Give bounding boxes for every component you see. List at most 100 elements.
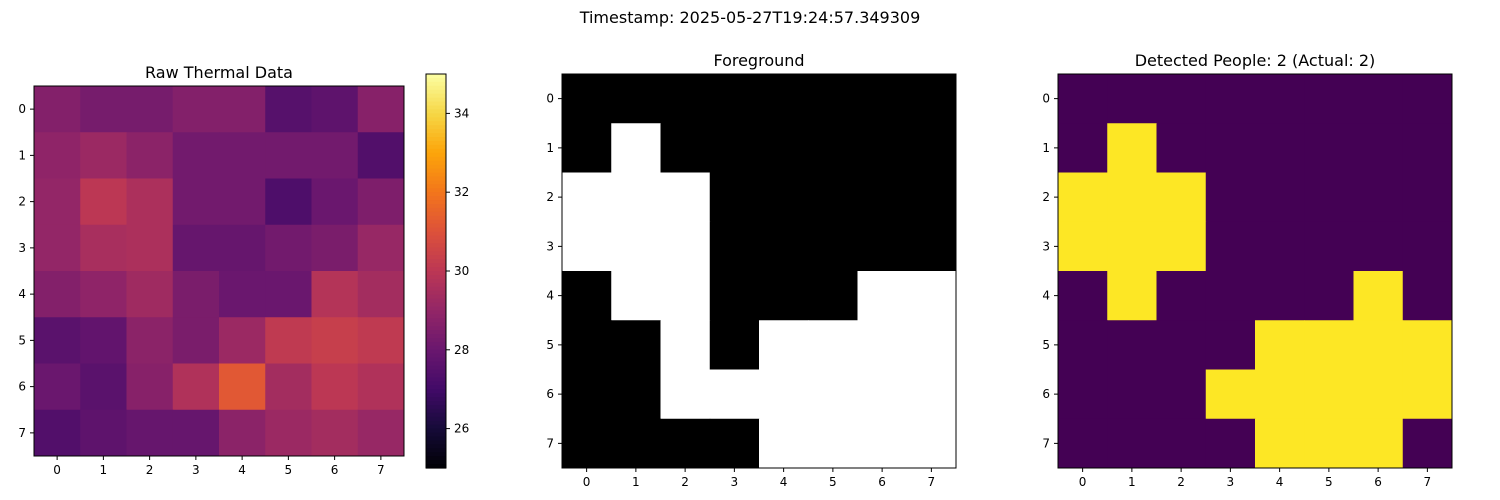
heatmap-cell-p2-r1-c4 — [1255, 123, 1305, 173]
colorbar-segment-29 — [426, 188, 446, 193]
heatmap-cell-p1-r7-c3 — [709, 418, 760, 469]
colorbar-segment-40 — [426, 231, 446, 237]
heatmap-cell-p2-r2-c3 — [1205, 172, 1256, 223]
heatmap-cell-p2-r6-c7 — [1402, 369, 1453, 420]
colorbar-segment-42 — [426, 239, 446, 245]
colorbar-segment-61 — [426, 314, 446, 319]
heatmap-cell-p0-r2-c0 — [34, 178, 81, 226]
axes-frame-1 — [561, 73, 957, 469]
colorbar-tick-label-4: 34 — [454, 106, 469, 120]
heatmap-cell-p1-r5-c1 — [611, 320, 661, 370]
heatmap-cell-p1-r2-c6 — [857, 172, 908, 223]
colorbar-segment-43 — [426, 243, 446, 248]
heatmap-cell-p0-r7-c1 — [80, 409, 127, 457]
heatmap-cell-p1-r7-c1 — [611, 418, 661, 469]
heatmap-cell-p2-r5-c7 — [1402, 320, 1453, 370]
colorbar-segment-15 — [426, 133, 446, 138]
heatmap-cell-p0-r3-c6 — [311, 224, 359, 272]
heatmap-cell-p2-r4-c6 — [1353, 271, 1404, 321]
heatmap-cell-p2-r6-c5 — [1304, 369, 1354, 420]
heatmap-cell-p2-r5-c4 — [1255, 320, 1305, 370]
heatmap-cell-p0-r5-c2 — [126, 317, 174, 364]
heatmap-cell-p0-r1-c7 — [357, 132, 405, 179]
colorbar-segment-35 — [426, 211, 446, 217]
heatmap-cell-p0-r4-c1 — [80, 271, 127, 318]
heatmap-cell-p1-r1-c5 — [808, 123, 858, 173]
colorbar-segment-88 — [426, 420, 446, 426]
x-tick-label-1-7: 7 — [928, 475, 936, 489]
colorbar-segment-55 — [426, 290, 446, 296]
heatmap-cell-p2-r5-c5 — [1304, 320, 1354, 370]
heatmap-cell-p0-r6-c4 — [219, 363, 266, 411]
heatmap-cell-p2-r3-c3 — [1205, 221, 1256, 272]
heatmap-cell-p1-r6-c5 — [808, 369, 858, 420]
colorbar-segment-32 — [426, 200, 446, 205]
heatmap-cell-p0-r4-c4 — [219, 271, 266, 318]
heatmap-cell-p2-r1-c6 — [1353, 123, 1404, 173]
heatmap-cell-p0-r4-c7 — [357, 271, 405, 318]
y-tick-label-0-5: 5 — [18, 333, 26, 347]
colorbar-segment-76 — [426, 373, 446, 378]
colorbar-segment-26 — [426, 176, 446, 181]
heatmap-cell-p2-r0-c6 — [1353, 74, 1404, 124]
y-tick-label-1-6: 6 — [546, 387, 554, 401]
heatmap-cell-p0-r3-c3 — [172, 224, 220, 272]
colorbar-segment-92 — [426, 436, 446, 442]
panel-title-0: Raw Thermal Data — [145, 63, 293, 82]
heatmap-cell-p2-r1-c5 — [1304, 123, 1354, 173]
colorbar-segment-97 — [426, 456, 446, 461]
heatmap-cell-p2-r2-c0 — [1058, 172, 1108, 223]
colorbar-segment-89 — [426, 424, 446, 430]
heatmap-cell-p0-r3-c2 — [126, 224, 174, 272]
heatmap-cell-p0-r0-c4 — [219, 86, 266, 133]
heatmap-cell-p0-r7-c4 — [219, 409, 266, 457]
heatmap-cell-p1-r4-c7 — [906, 271, 957, 321]
heatmap-cell-p2-r3-c1 — [1107, 221, 1157, 272]
y-tick-label-2-5: 5 — [1042, 338, 1050, 352]
heatmap-cell-p2-r1-c0 — [1058, 123, 1108, 173]
heatmap-cell-p1-r0-c0 — [562, 74, 612, 124]
heatmap-cell-p0-r1-c3 — [172, 132, 220, 179]
colorbar-segment-44 — [426, 247, 446, 252]
heatmap-cell-p1-r4-c6 — [857, 271, 908, 321]
x-tick-label-2-3: 3 — [1227, 475, 1235, 489]
colorbar-segment-52 — [426, 278, 446, 284]
colorbar-segment-19 — [426, 148, 446, 154]
heatmap-cell-p1-r0-c5 — [808, 74, 858, 124]
colorbar-segment-28 — [426, 184, 446, 189]
x-tick-label-1-3: 3 — [731, 475, 739, 489]
y-tick-label-0-4: 4 — [18, 287, 26, 301]
heatmap-cell-p1-r7-c2 — [660, 418, 711, 469]
heatmap-cell-p1-r3-c6 — [857, 221, 908, 272]
heatmap-cell-p0-r5-c7 — [357, 317, 405, 364]
heatmap-cell-p1-r6-c4 — [759, 369, 809, 420]
colorbar-segment-2 — [426, 81, 446, 87]
x-tick-label-2-0: 0 — [1079, 475, 1087, 489]
heatmap-cell-p0-r2-c2 — [126, 178, 174, 226]
heatmap-cell-p1-r0-c1 — [611, 74, 661, 124]
heatmap-cell-p0-r2-c3 — [172, 178, 220, 226]
heatmap-cell-p1-r2-c5 — [808, 172, 858, 223]
heatmap-cell-p2-r5-c6 — [1353, 320, 1404, 370]
x-tick-label-0-4: 4 — [238, 463, 246, 477]
heatmap-cell-p0-r2-c7 — [357, 178, 405, 226]
colorbar-segment-14 — [426, 129, 446, 134]
heatmap-cell-p0-r6-c5 — [265, 363, 312, 411]
heatmap-cell-p2-r3-c2 — [1156, 221, 1207, 272]
colorbar-segment-74 — [426, 365, 446, 371]
heatmap-cell-p1-r1-c0 — [562, 123, 612, 173]
colorbar-segment-75 — [426, 369, 446, 375]
colorbar-segment-12 — [426, 121, 446, 126]
heatmap-cell-p0-r2-c6 — [311, 178, 359, 226]
heatmap-cell-p1-r1-c3 — [709, 123, 760, 173]
heatmap-cell-p0-r4-c3 — [172, 271, 220, 318]
heatmap-cell-p0-r6-c6 — [311, 363, 359, 411]
heatmap-cell-p0-r7-c2 — [126, 409, 174, 457]
heatmap-cell-p2-r2-c6 — [1353, 172, 1404, 223]
heatmap-cell-p0-r2-c5 — [265, 178, 312, 226]
heatmap-cell-p0-r3-c4 — [219, 224, 266, 272]
heatmap-cell-p2-r5-c1 — [1107, 320, 1157, 370]
heatmap-cell-p2-r3-c5 — [1304, 221, 1354, 272]
colorbar-segment-36 — [426, 215, 446, 221]
heatmap-cell-p2-r1-c3 — [1205, 123, 1256, 173]
